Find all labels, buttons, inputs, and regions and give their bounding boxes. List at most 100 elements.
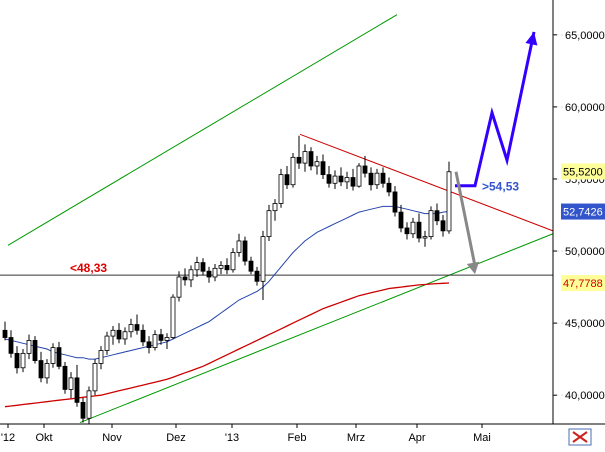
candle-body — [44, 363, 50, 379]
x-tick-label: Feb — [288, 432, 307, 444]
candle-body — [266, 210, 272, 238]
candle-body — [308, 151, 314, 167]
candle-body — [104, 335, 110, 351]
x-tick-label: Mrz — [347, 432, 365, 444]
candle-body — [356, 165, 362, 187]
candle-body — [140, 329, 146, 343]
candle-body — [8, 337, 14, 354]
candle-body — [302, 151, 308, 164]
price-badge-label: 47,7788 — [563, 278, 603, 290]
candle-body — [254, 270, 260, 282]
bullish-scenario-path — [455, 31, 536, 188]
candle-body — [158, 334, 164, 341]
candle-body — [326, 174, 332, 184]
annotation-layer: <48,33 >54,53 — [70, 180, 519, 275]
candle-body — [230, 252, 236, 271]
candle-body — [80, 401, 86, 419]
candle-body — [170, 296, 176, 338]
candle-body — [386, 182, 392, 193]
candle-body — [236, 240, 242, 253]
candle-body — [344, 177, 350, 183]
candle-body — [164, 337, 170, 341]
y-tick-label: 40,0000 — [565, 390, 605, 402]
candle-body — [20, 352, 26, 369]
candle-body — [86, 390, 92, 419]
resistance-line — [299, 133, 554, 232]
candle-body — [14, 352, 20, 369]
candle-body — [248, 260, 254, 272]
price-badge-layer: 55,5200 52,7426 47,7788 — [561, 163, 605, 292]
candle-body — [212, 267, 218, 278]
x-tick-label: '13 — [225, 432, 239, 444]
candle-body — [182, 276, 188, 281]
candle-body — [428, 210, 434, 238]
candle-body — [392, 191, 398, 213]
candle-body — [2, 329, 8, 338]
price-badge-box — [561, 163, 605, 180]
bearish-scenario-path — [454, 171, 477, 267]
candle-body — [416, 221, 422, 239]
short-moving-average-line — [4, 205, 450, 360]
candle-body — [26, 339, 32, 354]
candle-body — [440, 220, 446, 232]
x-tick-label: Dez — [166, 432, 186, 444]
candle-body — [296, 156, 302, 164]
y-tick-label: 50,0000 — [565, 246, 605, 258]
candle-body — [32, 339, 38, 361]
price-badge-box — [561, 275, 605, 292]
candle-body — [188, 269, 194, 281]
bearish-arrowhead — [466, 261, 480, 275]
candle-body — [374, 172, 380, 186]
candle-body — [134, 324, 140, 331]
scenario-layer — [454, 31, 538, 275]
candle-body — [74, 377, 80, 403]
candle-body — [404, 227, 410, 235]
x-tick-label: Okt — [35, 432, 52, 444]
candle-body — [422, 236, 428, 239]
x-tick-label: Apr — [408, 432, 425, 444]
x-tick-label: Nov — [102, 432, 122, 444]
candle-body — [146, 341, 152, 349]
candle-body — [284, 174, 290, 186]
candle-body — [194, 262, 200, 271]
breakout-annotation-label: >54,53 — [482, 180, 519, 194]
candle-body — [62, 365, 68, 390]
candle-body — [290, 156, 296, 186]
y-tick-label: 65,0000 — [565, 30, 605, 42]
x-tick-layer: '12 Okt Nov Dez '13 Feb Mrz Apr Mai — [1, 424, 491, 444]
price-badge-box — [561, 203, 605, 220]
candle-body — [110, 329, 116, 337]
candle-body — [380, 172, 386, 184]
candle-body — [50, 347, 56, 364]
candle-body — [206, 270, 212, 278]
candle-body — [218, 265, 224, 269]
candle-body — [446, 171, 452, 232]
candle-body — [338, 175, 344, 183]
candle-body — [350, 177, 356, 187]
candle-body — [314, 161, 320, 167]
candle-body — [272, 203, 278, 212]
candle-body — [176, 276, 182, 298]
candle-body — [320, 161, 326, 176]
bullish-arrowhead — [525, 31, 538, 46]
candle-body — [224, 265, 230, 271]
candle-body — [410, 221, 416, 235]
candle-body — [278, 174, 284, 204]
y-tick-label: 45,0000 — [565, 318, 605, 330]
candle-body — [68, 377, 74, 390]
y-tick-label: 60,0000 — [565, 102, 605, 114]
x-tick-label: Mai — [473, 432, 491, 444]
candle-body — [398, 211, 404, 229]
support-annotation-label: <48,33 — [70, 261, 107, 275]
price-badge-label: 52,7426 — [563, 207, 603, 219]
candle-body — [434, 210, 440, 222]
candle-body — [368, 172, 374, 186]
candle-body — [128, 324, 134, 333]
candle-layer — [2, 135, 452, 424]
candle-body — [200, 262, 206, 272]
candle-body — [260, 236, 266, 282]
plot-background — [0, 0, 553, 424]
upper-channel-line — [7, 14, 398, 246]
bottom-right-icon[interactable] — [568, 428, 592, 446]
